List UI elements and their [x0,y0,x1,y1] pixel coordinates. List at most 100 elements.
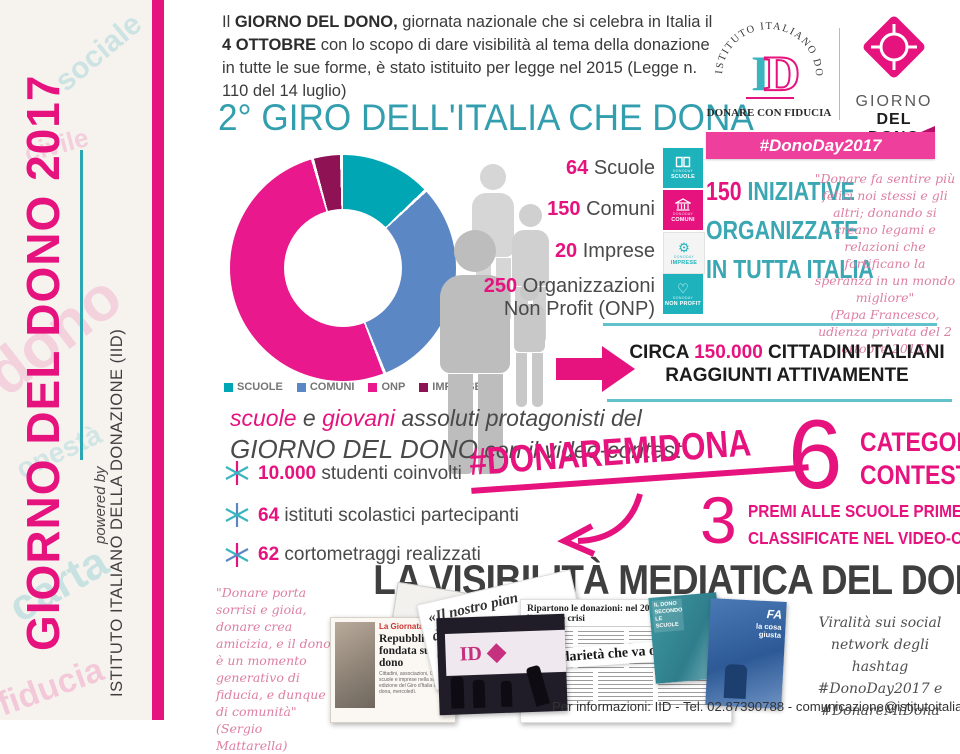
tv-person-silhouette [723,663,748,700]
bank-icon [675,197,691,211]
stat-label2: Non Profit (ONP) [503,298,655,320]
stage-id-logo: ID [459,642,483,665]
categories-line: CATEGORIE [860,427,960,457]
quote-text: "Donare porta sorrisi e gioia, donare cr… [216,585,331,719]
reach-text: CITTADINI ITALIANI [762,342,945,363]
protag-caps: GIORNO DEL DONO [230,434,479,464]
bullet-value: 64 [258,505,280,526]
bullet-label: cortometraggi realizzati [279,544,481,565]
clipping-body: Cittadini, associazioni, Comuni, scuole … [379,671,450,695]
badge-label: NON PROFIT [665,300,701,307]
stat-value: 20 [554,240,578,262]
protag-highlight: scuole [230,405,297,431]
badge-label: COMUNI [671,216,695,223]
organization-label: ISTITUTO ITALIANO DELLA DONAZIONE (IID) [108,328,126,697]
stat-scuole: 64 Scuole [566,157,655,180]
categories-label: CATEGORIE CONTEST [860,426,960,492]
quote-text: "Donare fa sentire più felici noi stessi… [814,171,956,305]
donut-hole [284,209,402,327]
protag-text: con il video-contest [478,437,682,463]
iid-logo: ISTITUTO ITALIANO DONAZIONE I D DONARE C… [699,2,834,130]
stat-comuni: 150 Comuni [547,198,655,221]
stat-label: Imprese [577,240,655,262]
legend-label: ONP [381,381,406,393]
badge-scuole: DONODAY SCUOLE [663,148,703,188]
social-line: network degli [830,637,930,653]
prizes-line: CLASSIFICATE NEL VIDEO-CONTEST [748,528,960,548]
badge-label: SCUOLE [670,174,696,180]
stage-diamond-icon [486,643,507,664]
social-line: #DonoDay2017 e [817,681,943,697]
bullet-label: studenti coinvolti [316,463,462,484]
sidebar: dono carta sociale civile onestà fiducia… [0,0,152,720]
bullet-istituti: 64 istituti scolastici partecipanti [258,505,519,527]
stat-label: Comuni [580,198,655,220]
asterisk-icon [225,461,249,485]
knot-diamond-icon [863,16,925,78]
categories-line: CONTEST [860,460,960,490]
social-line: #DonareMiDona [820,703,940,719]
tv-caption: FA [766,607,783,622]
page-title: 2° GIRO DELL'ITALIA CHE DONA [218,97,754,138]
bullet-label: istituti scolastici partecipanti [279,505,519,526]
legend-label: SCUOLE [237,381,283,393]
legend-swatch [224,382,233,392]
badge-nonprofit: ♡ DONODAY NON PROFIT [663,274,703,314]
categories-number: 6 [788,399,843,509]
badge-label: IMPRESE [670,259,698,266]
asterisk-icon [225,503,249,527]
legend-swatch [419,382,429,392]
stat-onp: 250 Organizzazioni Non Profit (ONP) [484,275,655,321]
accent-bar [152,0,164,720]
curl-arrow-icon [557,493,643,557]
donoday-banner: #DonoDay2017 [706,126,935,159]
papa-francesco-quote: "Donare fa sentire più felici noi stessi… [814,170,956,357]
legend-label: COMUNI [309,381,355,393]
legend-item: ONP [368,381,405,393]
bullet-value: 10.000 [258,463,317,484]
stat-value: 250 [483,275,518,297]
reach-number: 150.000 [694,342,763,363]
tv-caption: giusta [758,629,782,640]
person-figure [440,230,510,474]
powered-by-label: powered by [92,466,109,544]
badge-program: DONODAY [673,254,695,259]
right-arrow-icon [556,346,635,392]
intro-text: giornata nazionale che si celebra in Ita… [397,13,713,31]
gears-icon: ⚙ [678,239,690,255]
intro-bold-date: 4 OTTOBRE [222,36,317,55]
heart-icon: ♡ [677,280,689,296]
intro-text: con lo scopo di dare visibilità al tema … [222,36,710,101]
reach-statement: CIRCA 150.000 CITTADINI ITALIANI RAGGIUN… [622,341,952,387]
intro-bold-giorno: GIORNO DEL DONO, [234,13,398,31]
iniziative-block: 150 INIZIATIVE ORGANIZZATE IN TUTTA ITAL… [706,172,874,289]
teal-rule [607,399,952,402]
legend-swatch [296,382,306,392]
person-figure [514,282,545,407]
tv-caption: IL DONO SECONDO LE SCUOLE [651,598,685,633]
prizes-line: PREMI ALLE SCUOLE PRIME [748,501,960,521]
stat-label: Organizzazioni [517,275,655,297]
badge-imprese: ⚙ DONODAY IMPRESE [663,232,705,274]
sidebar-divider [80,150,83,460]
badge-comuni: DONODAY COMUNI [663,190,703,230]
asterisk-icon [225,543,249,567]
newspaper-photo [335,622,375,708]
teal-rule [603,323,937,326]
prizes-number: 3 [700,483,737,557]
intro-text: Il [222,13,235,31]
social-virality-note: Viralità sui social network degli hashta… [806,612,954,722]
stat-value: 150 [547,198,581,220]
iniziative-text: IN TUTTA ITALIA [706,254,874,284]
bullet-cortometraggi: 62 cortometraggi realizzati [258,544,481,566]
logo-divider [839,28,840,120]
legend-item: COMUNI [296,381,355,393]
stat-value: 64 [566,157,589,179]
badge-program: DONODAY [672,295,694,300]
bullet-studenti: 10.000 studenti coinvolti [258,463,462,485]
badge-program: DONODAY [672,211,694,216]
clipping-headline: Repubblica fondata sul dono [379,633,436,669]
tv-stage-photo: ID [436,613,568,716]
clipping-kicker: La Giornata [379,622,424,631]
reach-text: RAGGIUNTI ATTIVAMENTE [665,365,909,386]
